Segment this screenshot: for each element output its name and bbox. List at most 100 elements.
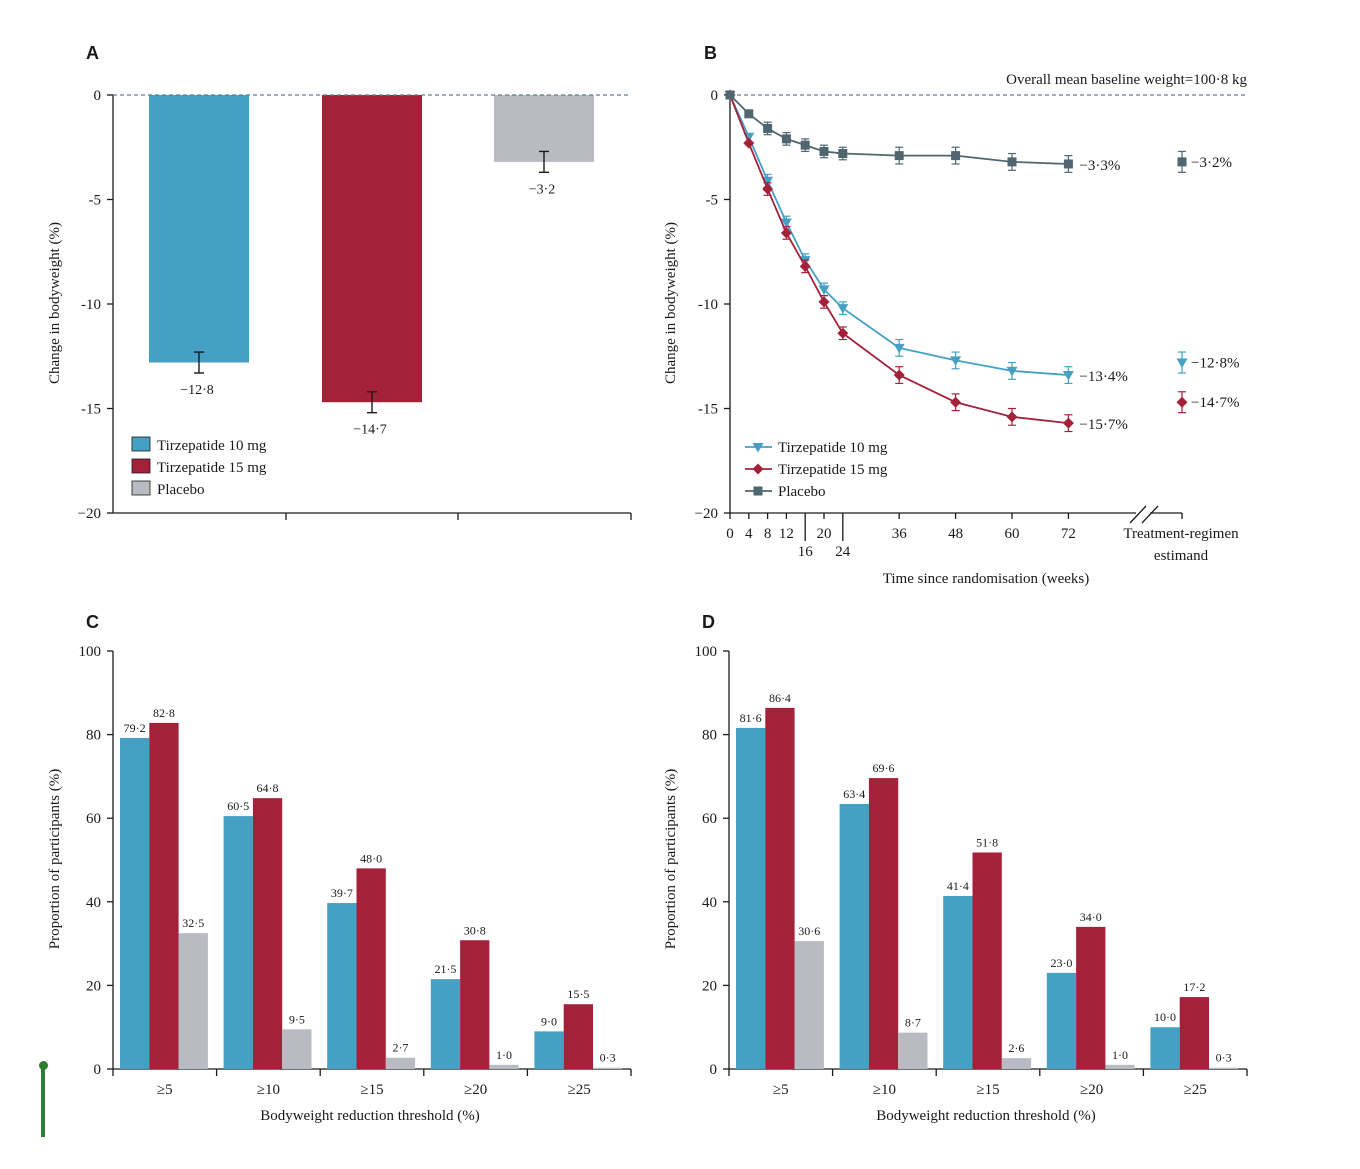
panel-c-xlabel: Bodyweight reduction threshold (%): [260, 1108, 480, 1124]
panel-b-legend-marker: [752, 443, 764, 453]
panel-d-value-label: 10·0: [1154, 1010, 1176, 1024]
panel-b-estimand-value-label: −3·2%: [1191, 155, 1232, 171]
panel-b-point: [800, 140, 810, 150]
panel-d-bar: [943, 895, 973, 1069]
panel-c-bar: [563, 1004, 593, 1069]
panel-a-legend-label: Placebo: [157, 482, 204, 498]
panel-letter-b: B: [704, 43, 717, 63]
panel-a-legend-swatch: [131, 436, 151, 452]
panel-c-category-label: ≥5: [157, 1082, 173, 1098]
panel-d-bar: [1001, 1058, 1032, 1069]
panel-b-point: [950, 356, 962, 366]
panel-a-value-label: −14·7: [353, 423, 387, 438]
panel-a-chart: 0 -5 -10 -15 −20 −12·8 −14·7 −3·2 Tirzepatide 10…: [78, 88, 632, 522]
panel-c-value-label: 21·5: [434, 962, 456, 976]
panel-c-ytick-label: 0: [94, 1062, 102, 1078]
panel-a-value-label: −3·2: [529, 182, 556, 197]
panel-a-legend-swatch: [131, 480, 151, 496]
panel-d-bar: [868, 778, 899, 1069]
panel-b-xtick-label: 12: [779, 526, 794, 542]
panel-d-category-label: ≥15: [976, 1082, 999, 1098]
panel-b-point: [818, 296, 830, 308]
panel-b-xlabel: Time since randomisation (weeks): [883, 571, 1090, 587]
panel-b-point: [763, 123, 773, 133]
panel-d-bar: [1179, 997, 1209, 1069]
panel-d-category-label: ≥25: [1184, 1082, 1207, 1098]
panel-d-ytick-label: 60: [702, 811, 717, 827]
panel-b-legend-label: Tirzepatide 10 mg: [778, 440, 888, 456]
panel-b-axis-break: [1129, 505, 1147, 524]
panel-d-value-label: 30·6: [798, 924, 820, 938]
panel-b-end-label: −3·3%: [1079, 158, 1120, 174]
panel-d-bar: [765, 707, 795, 1069]
panel-c-bar: [430, 979, 461, 1069]
panel-d-category-label: ≥10: [873, 1082, 896, 1098]
panel-a-bar-1: [149, 95, 249, 363]
panel-b-point: [1062, 417, 1074, 429]
panel-c-bar: [593, 1067, 623, 1069]
panel-d-ytick-label: 0: [710, 1062, 718, 1078]
panel-c-bar: [149, 722, 179, 1069]
panel-d-category-label: ≥5: [773, 1082, 789, 1098]
panel-c-ytick-label: 100: [79, 644, 102, 660]
panel-b-point: [725, 90, 735, 100]
panel-d-bar: [898, 1032, 928, 1069]
panel-a-legend-label: Tirzepatide 10 mg: [157, 438, 267, 454]
panel-b-estimand-point: [1176, 396, 1188, 408]
panel-b-legend-label: Tirzepatide 15 mg: [778, 462, 888, 478]
panel-b-end-label: −15·7%: [1079, 417, 1127, 433]
panel-b-legend-label: Placebo: [778, 484, 825, 500]
panel-b-point: [893, 343, 905, 354]
panel-d-ytick-label: 40: [702, 895, 717, 911]
panel-a-ytick-label: -15: [81, 402, 101, 418]
panel-c-value-label: 60·5: [227, 799, 249, 813]
panel-c-ytick-label: 40: [86, 895, 101, 911]
panel-b-point: [799, 260, 811, 272]
panel-d-value-label: 1·0: [1112, 1048, 1128, 1062]
panel-c-value-label: 48·0: [360, 851, 382, 865]
panel-b-estimand-label: Treatment-regimen: [1123, 526, 1239, 542]
panel-c-value-label: 1·0: [496, 1048, 512, 1062]
panel-b-point: [1006, 366, 1018, 377]
panel-c-value-label: 9·5: [289, 1012, 305, 1026]
panel-d-value-label: 34·0: [1080, 910, 1102, 924]
panel-d-ytick-label: 100: [695, 644, 718, 660]
panel-c-bar: [460, 940, 490, 1069]
panel-c-bar: [327, 903, 357, 1069]
panel-b-point: [762, 176, 774, 187]
panel-c-ytick-label: 80: [86, 728, 101, 744]
panel-c-value-label: 0·3: [600, 1051, 616, 1065]
panel-b-point: [1063, 159, 1073, 169]
panel-d-bar: [972, 852, 1002, 1069]
panel-a-value-label: −12·8: [180, 383, 214, 398]
panel-c-value-label: 30·8: [464, 923, 486, 937]
panel-c-bar: [489, 1064, 519, 1069]
panel-b-ytick-label: -10: [698, 297, 718, 313]
panel-b-xtick-label: 48: [948, 526, 963, 542]
panel-d-value-label: 51·8: [976, 835, 998, 849]
panel-b-point: [743, 137, 755, 149]
panel-b-baseline-annotation: Overall mean baseline weight=100·8 kg: [1006, 72, 1247, 88]
panel-d-value-label: 23·0: [1050, 956, 1072, 970]
panel-c-value-label: 64·8: [257, 781, 279, 795]
panel-d-value-label: 17·2: [1183, 980, 1205, 994]
panel-d-xlabel: Bodyweight reduction threshold (%): [876, 1108, 1096, 1124]
panel-c-category-label: ≥20: [464, 1082, 487, 1098]
panel-letter-d: D: [702, 612, 715, 632]
panel-b-point: [818, 285, 830, 295]
panel-d-value-label: 86·4: [769, 691, 791, 705]
panel-b-point: [780, 218, 792, 228]
panel-d-bar: [736, 727, 766, 1069]
panel-c-bar: [223, 816, 253, 1069]
panel-c-ytick-label: 20: [86, 978, 101, 994]
panel-c-value-label: 79·2: [124, 721, 146, 735]
panel-d-value-label: 2·6: [1008, 1041, 1024, 1055]
panel-c-bar: [282, 1029, 312, 1069]
panel-d-value-label: 69·6: [873, 761, 895, 775]
panel-b-axis-break: [1141, 505, 1159, 524]
panel-b-legend-marker: [752, 463, 764, 475]
panel-a-legend-label: Tirzepatide 15 mg: [157, 460, 267, 476]
panel-c-category-label: ≥10: [257, 1082, 280, 1098]
panel-b-xtick-label: 0: [726, 526, 734, 542]
panel-a-ytick-label: -5: [89, 193, 102, 209]
